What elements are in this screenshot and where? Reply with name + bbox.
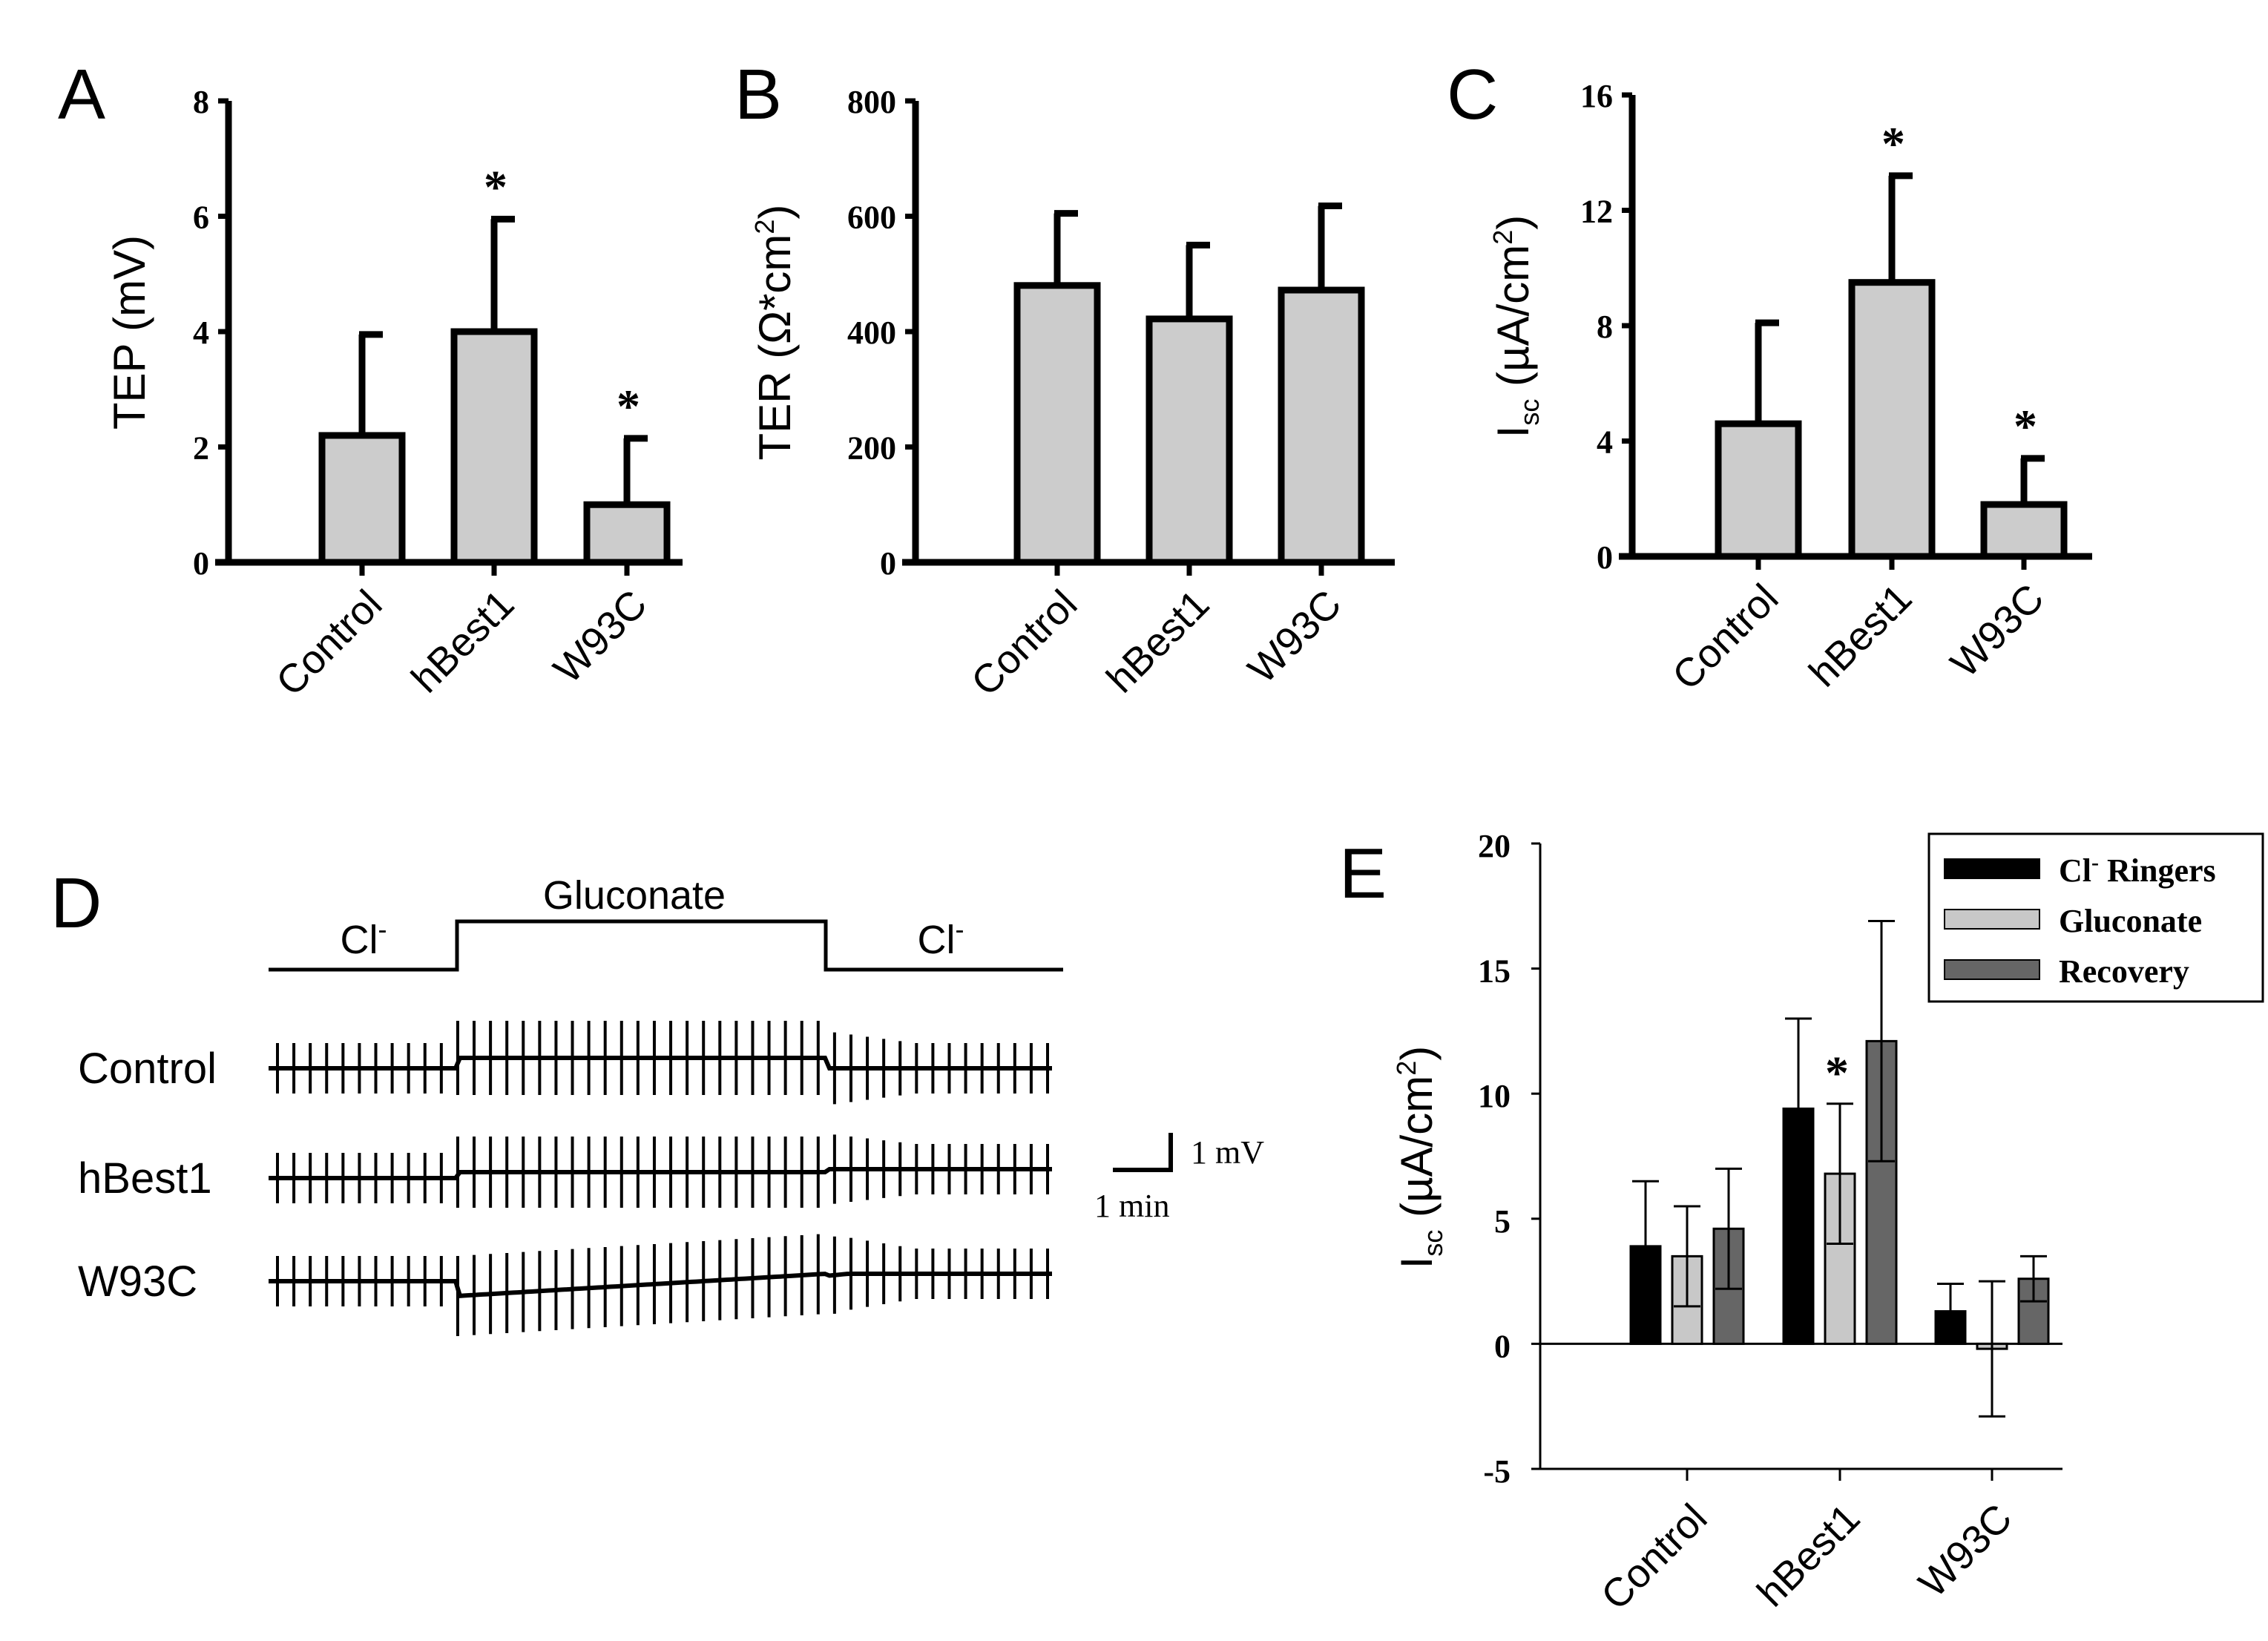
solution-label-gluconate: Gluconate (543, 873, 726, 918)
panel-a-y-tick-label: 4 (193, 315, 209, 351)
panel-b-bar-hbest1 (1145, 315, 1233, 566)
panel-c-significance-star: * (1881, 117, 1905, 170)
panel-b-x-label: hBest1 (1098, 582, 1217, 701)
panel-b-y-axis-title: TER (Ω*cm2) (749, 205, 800, 461)
panel-c-y-tick-label: 12 (1580, 194, 1613, 230)
panel-e-x-label: hBest1 (1749, 1496, 1868, 1615)
panel-e-significance-star: * (1825, 1047, 1849, 1099)
panel-b-chart: 0 200 400 600 800 Control hBest1 W93C TER (Ω*cm2… (749, 84, 1395, 705)
panel-b-y-tick-label: 800 (847, 84, 896, 120)
panel-b-y-tick-label: 400 (847, 315, 896, 351)
panel-a-significance-star: * (484, 160, 507, 213)
solution-label-cl-end: Cl- (918, 914, 964, 962)
legend-label-gluconate: Gluconate (2059, 903, 2202, 939)
panel-b-x-label: Control (963, 582, 1086, 705)
panel-b-bar-control (1013, 282, 1101, 566)
panel-a-y-axis-title: TEP (mV) (105, 235, 154, 430)
panel-c-x-label: W93C (1942, 576, 2053, 686)
panel-c-y-tick-label: 0 (1597, 539, 1613, 576)
panel-e-y-tick-label: 20 (1478, 828, 1511, 864)
solution-step-line (269, 919, 1063, 972)
panel-b-x-label: W93C (1240, 582, 1350, 692)
panel-c-y-tick-label: 16 (1580, 78, 1613, 114)
panel-b-y-tick-label: 600 (847, 200, 896, 236)
panel-b-bar-w93c (1278, 286, 1365, 566)
panel-a-significance-star: * (617, 380, 640, 433)
panel-e-x-label: Control (1593, 1496, 1716, 1619)
panel-c-x-label: hBest1 (1801, 576, 1920, 695)
legend-swatch-gluconate (1944, 909, 2040, 930)
legend-swatch-cl (1944, 858, 2040, 879)
trace-label-control: Control (78, 1045, 217, 1093)
panel-a-y-tick-label: 0 (193, 545, 209, 582)
panel-a-y-tick-label: 6 (193, 200, 209, 236)
panel-e-x-label: W93C (1910, 1496, 2021, 1606)
panel-e-chart: -5 0 5 10 15 20 Control hBest1 W93C * Cl- Ringers G… (1391, 828, 2264, 1619)
panel-a-bar-control (318, 432, 406, 566)
panel-a-x-label: hBest1 (403, 582, 522, 701)
legend-label-cl: Cl- Ringers (2059, 850, 2216, 889)
panel-c-x-label: Control (1664, 576, 1787, 699)
trace-label-hbest1: hBest1 (78, 1154, 212, 1203)
panel-e-y-tick-label: 10 (1478, 1078, 1511, 1114)
panel-c-significance-star: * (2014, 400, 2037, 453)
panel-b-y-tick-label: 200 (847, 430, 896, 467)
trace-label-w93c: W93C (78, 1257, 197, 1306)
panel-label-e: E (1339, 834, 1387, 913)
legend-swatch-recovery (1944, 959, 2040, 980)
legend-label-recovery: Recovery (2059, 953, 2189, 990)
panel-label-a: A (58, 55, 105, 134)
panel-e-y-tick-label: 5 (1494, 1203, 1511, 1240)
panel-a-x-label: Control (268, 582, 391, 705)
panel-b-y-tick-label: 0 (880, 545, 896, 582)
panel-e-y-tick-label: 0 (1494, 1328, 1511, 1364)
panel-a-bar-hbest1 (450, 328, 538, 566)
trace-baseline-hbest1 (269, 1167, 1052, 1180)
panel-e-y-tick-label: -5 (1483, 1453, 1511, 1490)
scale-bar-time-label: 1 min (1094, 1188, 1169, 1224)
panel-c-bar-control (1715, 420, 1802, 560)
panel-label-b: B (734, 55, 782, 134)
panel-a-chart: 0 2 4 6 8 Control * hBest1 * W93C TEP (mV) (105, 84, 683, 705)
panel-c-bar-hbest1 (1848, 279, 1936, 560)
scale-bar (1113, 1133, 1173, 1172)
panel-e-y-tick-label: 15 (1478, 953, 1511, 990)
panel-label-d: D (50, 864, 102, 943)
panel-c-y-tick-label: 8 (1597, 309, 1613, 345)
panel-d-traces: Cl- Gluconate Cl- Control hBest1 W93C 1 mV 1 mi… (78, 873, 1264, 1336)
panel-a-y-tick-label: 8 (193, 84, 209, 120)
panel-c-bar-w93c (1980, 501, 2068, 560)
panel-a-bar-w93c (583, 501, 671, 566)
trace-baseline-w93c (269, 1272, 1052, 1298)
panel-a-y-tick-label: 2 (193, 430, 209, 467)
scale-bar-voltage-label: 1 mV (1191, 1134, 1264, 1171)
panel-c-chart: 0 4 8 12 16 Control * hBest1 * W93C Isc (µA/cm2) (1488, 78, 2092, 699)
panel-c-y-axis-title: Isc (µA/cm2) (1488, 215, 1545, 438)
panel-label-c: C (1447, 55, 1498, 134)
panel-c-y-tick-label: 4 (1597, 424, 1613, 461)
trace-baseline-control (269, 1056, 1052, 1071)
solution-label-cl-start: Cl- (341, 914, 387, 962)
panel-e-legend: Cl- Ringers Gluconate Recovery (1927, 832, 2264, 1003)
panel-e-y-axis-title: Isc (µA/cm2) (1391, 1046, 1448, 1269)
panel-a-x-label: W93C (545, 582, 656, 692)
